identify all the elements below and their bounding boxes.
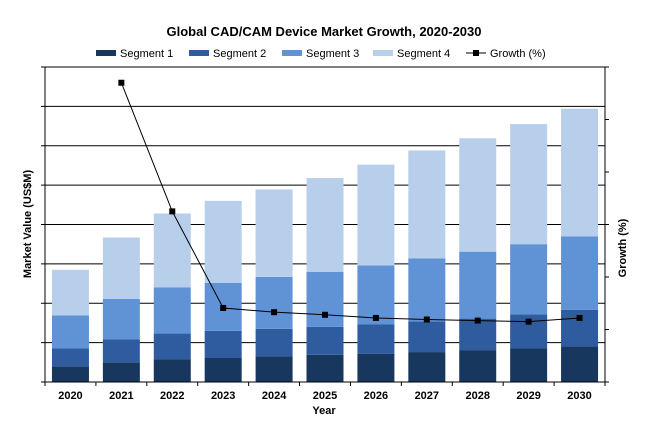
- bar-segment-3: [357, 265, 395, 325]
- growth-line-path: [120, 82, 580, 323]
- bar-segment-2: [102, 339, 140, 363]
- legend-marker-growth: [473, 50, 479, 56]
- bar-segment-4: [561, 108, 599, 237]
- growth-point: [322, 311, 328, 318]
- legend-swatch-3: [282, 50, 302, 56]
- bar-segment-2: [408, 321, 446, 353]
- x-tick-label: 2024: [262, 390, 287, 402]
- x-tick-label: 2025: [313, 390, 337, 402]
- bar-segment-4: [153, 213, 191, 288]
- x-tick-label: 2026: [364, 390, 388, 402]
- bar-segment-1: [510, 348, 548, 382]
- bar-segment-3: [153, 287, 191, 334]
- y-axis-label: Market Value (US$M): [22, 170, 34, 279]
- bar-segment-4: [357, 164, 395, 266]
- axes: [41, 66, 609, 386]
- bar-segment-2: [357, 324, 395, 354]
- legend: Segment 1 Segment 2 Segment 3 Segment 4 Grow…: [96, 48, 546, 60]
- x-tick-label: 2021: [109, 390, 133, 402]
- y2-axis-label: Growth (%): [617, 218, 629, 277]
- bar-segment-1: [102, 362, 140, 382]
- growth-point: [372, 314, 379, 321]
- bar-segment-2: [255, 328, 293, 357]
- bar-segment-3: [561, 236, 599, 310]
- legend-swatch-4: [373, 50, 393, 56]
- x-tick-label: 2030: [567, 390, 591, 402]
- bar-segment-1: [153, 359, 191, 382]
- bar-segment-3: [408, 258, 446, 322]
- bar-segment-4: [255, 189, 293, 277]
- bar-segment-4: [204, 200, 242, 283]
- legend-label: Growth (%): [490, 48, 546, 60]
- x-tick-label: 2023: [211, 390, 235, 402]
- bar-segment-2: [153, 333, 191, 360]
- bar-segment-4: [51, 269, 89, 316]
- growth-point: [474, 317, 481, 324]
- x-tick-label: 2027: [415, 390, 439, 402]
- bar-segment-1: [561, 346, 599, 382]
- bar-segment-1: [357, 353, 395, 382]
- legend-swatch-1: [96, 50, 116, 56]
- bar-segment-4: [102, 237, 140, 299]
- bar-segment-1: [306, 354, 344, 382]
- bar-segment-2: [306, 326, 344, 355]
- legend-label: Segment 4: [397, 48, 450, 60]
- growth-line: [118, 79, 583, 325]
- x-tick-label: 2020: [58, 390, 82, 402]
- bar-segment-3: [459, 251, 497, 319]
- legend-swatch-2: [189, 50, 209, 56]
- bar-segment-4: [306, 178, 344, 272]
- bar-segment-1: [204, 357, 242, 382]
- bar-segment-4: [510, 124, 548, 245]
- growth-point: [423, 316, 430, 323]
- bar-segment-4: [459, 138, 497, 252]
- bars: [51, 108, 599, 382]
- bar-segment-3: [510, 244, 548, 315]
- bar-segment-1: [51, 366, 89, 382]
- bar-segment-2: [204, 330, 242, 358]
- growth-point: [220, 304, 227, 311]
- bar-segment-2: [51, 348, 89, 367]
- bar-segment-3: [306, 271, 344, 327]
- bar-segment-1: [255, 356, 293, 382]
- legend-label: Segment 2: [213, 48, 266, 60]
- legend-label: Segment 3: [306, 48, 359, 60]
- bar-segment-2: [459, 318, 497, 351]
- growth-point: [169, 208, 176, 215]
- bar-segment-3: [102, 298, 140, 340]
- legend-label: Segment 1: [120, 48, 173, 60]
- bar-segment-3: [51, 315, 89, 349]
- growth-point: [118, 79, 125, 86]
- chart-title: Global CAD/CAM Device Market Growth, 202…: [167, 24, 482, 39]
- growth-point: [576, 314, 583, 321]
- bar-segment-3: [255, 276, 293, 329]
- bar-segment-1: [459, 350, 497, 382]
- x-tick-labels: 2020 2021 2022 2023 2024 2025 2026 2027 2028 2029…: [58, 390, 592, 402]
- x-tick-label: 2029: [516, 390, 540, 402]
- x-axis-label: Year: [312, 405, 336, 417]
- bar-segment-1: [408, 352, 446, 382]
- bar-segment-4: [408, 150, 446, 259]
- growth-point: [525, 318, 532, 325]
- x-tick-label: 2022: [160, 390, 184, 402]
- x-tick-label: 2028: [465, 390, 489, 402]
- growth-point: [271, 309, 278, 316]
